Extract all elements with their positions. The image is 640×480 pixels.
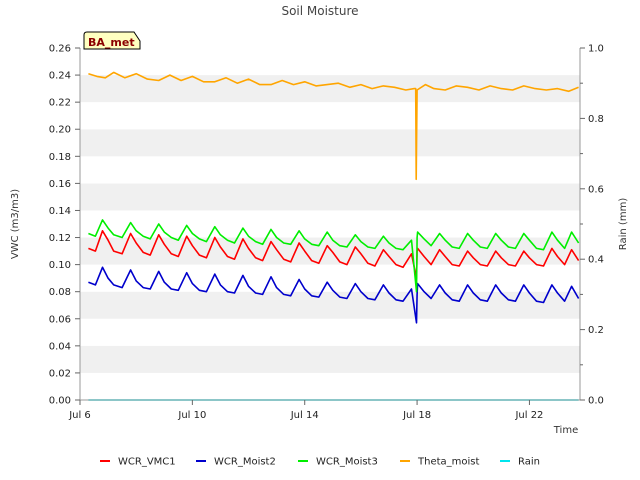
grid-band xyxy=(80,129,580,157)
grid-band xyxy=(80,48,580,76)
series-line-wcr-moist2 xyxy=(88,266,580,324)
series-line-wcr-vmc1 xyxy=(88,230,580,280)
y-tick-label: 0.20 xyxy=(49,125,71,136)
grid-bands xyxy=(80,48,580,400)
y-tick-label: 0.24 xyxy=(49,71,71,82)
y2-tick-label: 0.4 xyxy=(588,255,604,266)
legend-label: Theta_moist xyxy=(417,457,479,468)
x-axis-label: Time xyxy=(553,425,578,436)
y2-tick-label: 1.0 xyxy=(588,44,604,55)
legend-label: Rain xyxy=(518,457,540,468)
station-badge: BA_met xyxy=(83,31,141,50)
grid-band xyxy=(80,372,580,400)
y-tick-label: 0.18 xyxy=(49,152,71,163)
grid-band xyxy=(80,291,580,319)
y-tick-label: 0.04 xyxy=(49,341,71,352)
series-line-theta-moist xyxy=(88,71,579,181)
y-tick-label: 0.10 xyxy=(49,260,71,271)
y2-tick-label: 0.0 xyxy=(588,396,604,407)
legend: WCR_VMC1 WCR_Moist2 WCR_Moist3 Theta_moist R… xyxy=(100,457,540,468)
y-tick-label: 0.08 xyxy=(49,287,71,298)
badge-label: BA_met xyxy=(88,36,135,49)
y-ticks-left: 0.00 0.02 0.04 0.06 0.08 0.10 0.12 0.14 0.16 0.18… xyxy=(49,44,80,407)
y-tick-label: 0.00 xyxy=(49,396,71,407)
legend-label: WCR_Moist2 xyxy=(214,457,276,468)
chart-title: Soil Moisture xyxy=(281,4,358,18)
y-tick-label: 0.26 xyxy=(49,44,71,55)
x-tick-label: Jul 10 xyxy=(177,410,206,421)
legend-label: WCR_Moist3 xyxy=(316,457,378,468)
y-tick-label: 0.02 xyxy=(49,368,71,379)
grid-band xyxy=(80,318,580,346)
series-line-wcr-moist3 xyxy=(88,219,580,293)
grid-band xyxy=(80,156,580,184)
x-tick-label: Jul 22 xyxy=(514,410,543,421)
y-tick-label: 0.22 xyxy=(49,98,71,109)
y-ticks-right: 0.0 0.2 0.4 0.6 0.8 1.0 xyxy=(580,44,604,407)
badge-box xyxy=(83,31,141,50)
y-tick-label: 0.14 xyxy=(49,206,71,217)
grid-band xyxy=(80,345,580,373)
y-tick-label: 0.12 xyxy=(49,233,71,244)
x-tick-label: Jul 18 xyxy=(402,410,431,421)
y2-tick-label: 0.2 xyxy=(588,325,604,336)
legend-label: WCR_VMC1 xyxy=(118,457,176,468)
grid-band xyxy=(80,75,580,103)
grid-band xyxy=(80,102,580,130)
y2-tick-label: 0.8 xyxy=(588,114,604,125)
y-tick-label: 0.16 xyxy=(49,179,71,190)
y2-axis-label: Rain (mm) xyxy=(618,198,629,251)
grid-band xyxy=(80,210,580,238)
y-tick-label: 0.06 xyxy=(49,314,71,325)
y-axis-label: VWC (m3/m3) xyxy=(10,189,21,259)
y2-tick-label: 0.6 xyxy=(588,184,604,195)
x-tick-label: Jul 6 xyxy=(68,410,91,421)
grid-band xyxy=(80,183,580,211)
x-ticks: Jul 6 Jul 10 Jul 14 Jul 18 Jul 22 xyxy=(68,400,543,421)
x-tick-label: Jul 14 xyxy=(290,410,319,421)
